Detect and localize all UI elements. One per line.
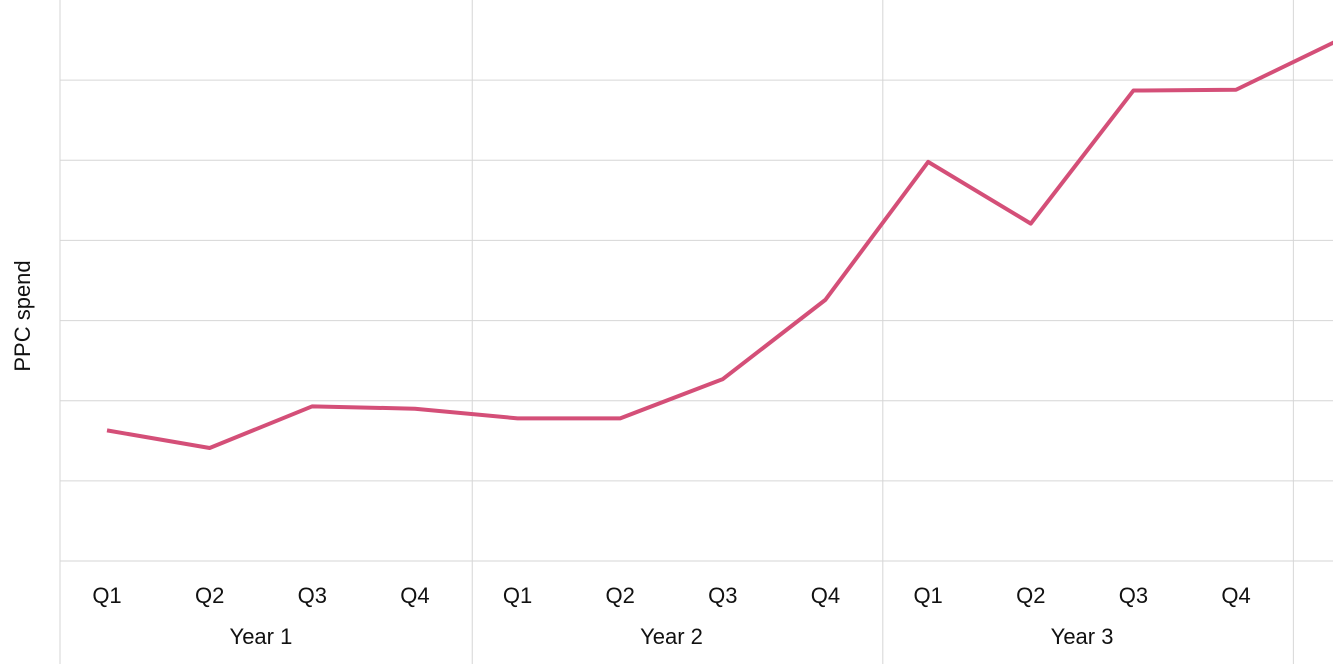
data-line — [106, 40, 1333, 450]
x-tick-label: Q4 — [400, 583, 429, 608]
x-tick-label: Q1 — [913, 583, 942, 608]
x-tick-label: Q2 — [1016, 583, 1045, 608]
x-tick-label: Q4 — [1221, 583, 1250, 608]
x-tick-label: Q2 — [606, 583, 635, 608]
x-tick-label: Q1 — [92, 583, 121, 608]
group-label: Year 3 — [1051, 624, 1114, 649]
group-label: Year 1 — [230, 624, 293, 649]
x-tick-label: Q1 — [503, 583, 532, 608]
x-tick-label: Q3 — [1119, 583, 1148, 608]
x-tick-label: Q2 — [195, 583, 224, 608]
x-tick-label: Q3 — [298, 583, 327, 608]
y-axis-label: PPC spend — [10, 260, 35, 371]
group-label: Year 2 — [640, 624, 703, 649]
x-tick-label: Q3 — [708, 583, 737, 608]
x-tick-label: Q4 — [811, 583, 840, 608]
